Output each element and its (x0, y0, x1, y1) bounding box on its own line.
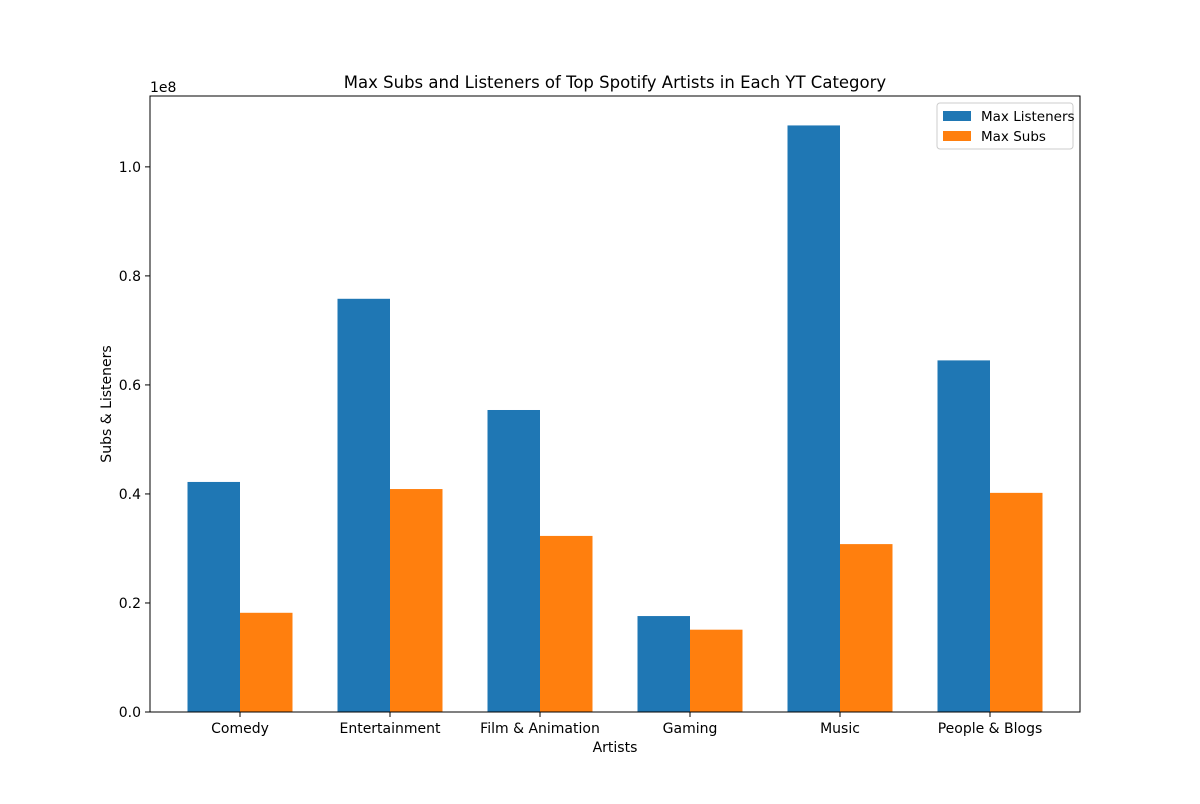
x-axis-label: Artists (593, 740, 638, 756)
legend-swatch (943, 131, 971, 141)
bar-max-listeners (337, 298, 390, 712)
bar-max-subs (990, 492, 1043, 712)
x-tick-label: Gaming (663, 721, 718, 737)
x-tick-label: People & Blogs (938, 721, 1043, 737)
y-tick-label: 1.0 (119, 160, 141, 176)
bar-max-listeners (937, 360, 990, 712)
y-tick-label: 0.0 (119, 705, 141, 721)
bar-max-listeners (187, 481, 240, 712)
x-tick-label: Comedy (211, 721, 269, 737)
x-tick-label: Music (820, 721, 860, 737)
legend: Max Listeners Max Subs (936, 102, 1075, 150)
y-tick-label: 0.2 (119, 596, 141, 612)
y-tick-label: 0.8 (119, 269, 141, 285)
bar-max-listeners (487, 409, 540, 712)
bar-max-subs (540, 535, 593, 712)
bar-max-subs (690, 629, 743, 712)
bar-max-listeners (787, 125, 840, 713)
x-tick-label: Entertainment (339, 721, 441, 737)
plot-frame (149, 95, 1081, 713)
y-tick-label: 0.4 (119, 487, 141, 503)
bars-group (187, 125, 1043, 713)
legend-label: Max Subs (981, 129, 1046, 145)
y-axis-label: Subs & Listeners (99, 345, 115, 462)
legend-swatch (943, 111, 971, 121)
legend-label: Max Listeners (981, 109, 1075, 125)
x-tick-label: Film & Animation (480, 721, 600, 737)
y-tick-label: 0.6 (119, 378, 141, 394)
bar-max-listeners (637, 616, 690, 712)
bar-max-subs (840, 544, 893, 712)
chart-title: Max Subs and Listeners of Top Spotify Ar… (344, 73, 887, 92)
bar-max-subs (390, 489, 443, 712)
axes-group: 0.0 0.2 0.4 0.6 0.8 1.0 Comedy Entertainment Fil… (119, 95, 1081, 737)
y-axis-offset-label: 1e8 (150, 80, 176, 96)
bar-max-subs (240, 612, 293, 712)
